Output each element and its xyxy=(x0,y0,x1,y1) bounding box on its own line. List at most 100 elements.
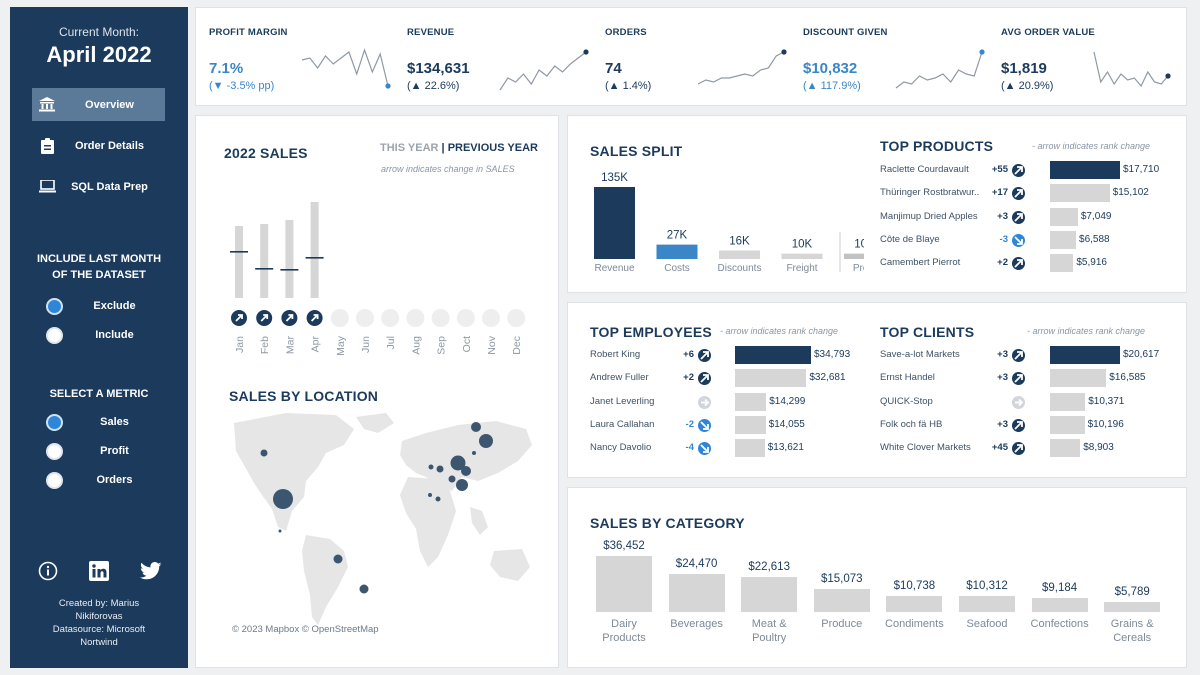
list-row[interactable]: Janet Leverling $14,299 xyxy=(590,392,880,412)
empty-month-dot xyxy=(406,309,425,327)
row-bar[interactable] xyxy=(1050,184,1110,203)
location-bubble[interactable] xyxy=(456,479,468,491)
row-name: White Clover Markets xyxy=(880,442,971,454)
category-label: Seafood xyxy=(945,617,1029,631)
row-bar[interactable] xyxy=(735,415,766,434)
location-bubble[interactable] xyxy=(260,449,268,457)
nav-order-details-label: Order Details xyxy=(74,139,145,152)
list-row[interactable]: Manjimup Dried Apples +3 $7,049 xyxy=(880,207,1180,227)
category-bar[interactable] xyxy=(959,596,1015,612)
radio-profit[interactable]: Profit xyxy=(46,441,176,461)
category-bar[interactable] xyxy=(668,574,725,612)
list-row[interactable]: Andrew Fuller +2 $32,681 xyxy=(590,368,880,388)
split-bar-revenue[interactable] xyxy=(594,187,635,259)
category-label-line: Products xyxy=(602,632,646,644)
location-bubble[interactable] xyxy=(273,489,293,509)
location-bubble[interactable] xyxy=(333,554,343,564)
radio-sales[interactable]: Sales xyxy=(46,412,176,432)
sales-bar-jan[interactable] xyxy=(235,226,243,298)
row-bar[interactable] xyxy=(735,369,807,388)
category-label-line: Produce xyxy=(821,618,863,630)
radio-include-dot[interactable] xyxy=(46,326,63,344)
twitter-icon[interactable] xyxy=(139,562,162,585)
radio-orders-label: Orders xyxy=(96,474,133,486)
row-bar[interactable] xyxy=(1050,161,1120,179)
row-bar[interactable] xyxy=(1050,369,1107,388)
sales-bar-feb[interactable] xyxy=(260,224,269,298)
row-bar[interactable] xyxy=(735,346,811,364)
split-bar-profit[interactable] xyxy=(844,253,864,259)
list-row[interactable]: Robert King +6 $34,793 xyxy=(590,345,880,365)
location-bubble[interactable] xyxy=(472,451,476,455)
list-row[interactable]: Folk och fä HB +3 $10,196 xyxy=(880,415,1180,435)
split-bar-freight[interactable] xyxy=(781,253,823,259)
location-bubble[interactable] xyxy=(461,466,471,476)
arrow-up-right-icon xyxy=(698,372,711,386)
list-row[interactable]: Raclette Courdavault +55 $17,710 xyxy=(880,160,1180,180)
row-bar[interactable] xyxy=(1050,254,1074,273)
world-map[interactable] xyxy=(226,411,536,636)
category-bar[interactable] xyxy=(813,588,870,612)
sales-bar-mar[interactable] xyxy=(285,220,294,298)
category-bar[interactable] xyxy=(886,595,943,612)
row-bar[interactable] xyxy=(1050,207,1078,226)
list-row[interactable]: White Clover Markets +45 $8,903 xyxy=(880,438,1180,458)
nav-sql-data-prep[interactable]: SQL Data Prep xyxy=(32,170,165,203)
row-bar[interactable] xyxy=(1050,346,1120,364)
list-row[interactable]: Camembert Pierrot +2 $5,916 xyxy=(880,253,1180,273)
location-bubble[interactable] xyxy=(278,529,282,533)
row-bar[interactable] xyxy=(735,439,765,458)
list-row[interactable]: Nancy Davolio -4 $13,621 xyxy=(590,438,880,458)
location-bubble[interactable] xyxy=(359,584,369,594)
location-bubble[interactable] xyxy=(479,434,493,448)
location-bubble[interactable] xyxy=(471,422,481,432)
location-bubble[interactable] xyxy=(436,465,444,473)
list-row[interactable]: Thüringer Rostbratwur.. +17 $15,102 xyxy=(880,183,1180,203)
list-row[interactable]: Save-a-lot Markets +3 $20,617 xyxy=(880,345,1180,365)
category-bar[interactable] xyxy=(596,556,652,612)
radio-orders-dot[interactable] xyxy=(46,471,63,489)
row-name: Robert King xyxy=(590,349,641,360)
location-bubble[interactable] xyxy=(450,455,466,471)
sales-bar-apr[interactable] xyxy=(310,202,319,298)
split-bar-costs[interactable] xyxy=(656,244,698,259)
kpi-title: AVG ORDER VALUE xyxy=(1001,27,1095,38)
location-bubble[interactable] xyxy=(428,464,434,470)
row-bar[interactable] xyxy=(1050,392,1086,411)
radio-exclude[interactable]: Exclude xyxy=(46,296,176,316)
list-row[interactable]: Côte de Blaye -3 $6,588 xyxy=(880,230,1180,250)
row-bar[interactable] xyxy=(1050,415,1085,434)
split-bar-discounts[interactable] xyxy=(719,250,760,259)
row-bar[interactable] xyxy=(735,392,767,411)
month-label: Feb xyxy=(259,336,271,354)
kpi-title: REVENUE xyxy=(407,27,455,38)
category-bar[interactable] xyxy=(1104,602,1161,612)
row-rank-change: +3 xyxy=(997,349,1008,360)
category-label: Grains & Cereals xyxy=(1090,617,1174,645)
row-value: $15,102 xyxy=(1112,187,1149,199)
radio-profit-label: Profit xyxy=(100,445,129,457)
row-value: $6,588 xyxy=(1079,233,1110,245)
nav-overview[interactable]: Overview xyxy=(32,88,165,121)
radio-profit-dot[interactable] xyxy=(46,442,63,460)
category-bar[interactable] xyxy=(1031,597,1088,612)
category-bar[interactable] xyxy=(741,577,798,612)
month-label: Sep xyxy=(436,336,448,355)
nav-order-details[interactable]: Order Details xyxy=(32,129,165,162)
legend-this-year[interactable]: THIS YEAR xyxy=(380,142,439,154)
list-row[interactable]: QUICK-Stop $10,371 xyxy=(880,392,1180,412)
location-bubble[interactable] xyxy=(448,475,456,483)
list-row[interactable]: Ernst Handel +3 $16,585 xyxy=(880,368,1180,388)
info-icon[interactable] xyxy=(38,561,58,586)
radio-exclude-dot[interactable] xyxy=(46,297,63,315)
row-bar[interactable] xyxy=(1050,230,1077,249)
radio-include[interactable]: Include xyxy=(46,325,176,345)
linkedin-icon[interactable] xyxy=(89,561,109,586)
radio-sales-dot[interactable] xyxy=(46,413,63,431)
legend-previous-year[interactable]: PREVIOUS YEAR xyxy=(447,142,538,154)
row-bar[interactable] xyxy=(1050,439,1081,458)
list-row[interactable]: Laura Callahan -2 $14,055 xyxy=(590,415,880,435)
location-bubble[interactable] xyxy=(435,496,441,502)
radio-orders[interactable]: Orders xyxy=(46,470,176,490)
location-bubble[interactable] xyxy=(428,493,432,497)
